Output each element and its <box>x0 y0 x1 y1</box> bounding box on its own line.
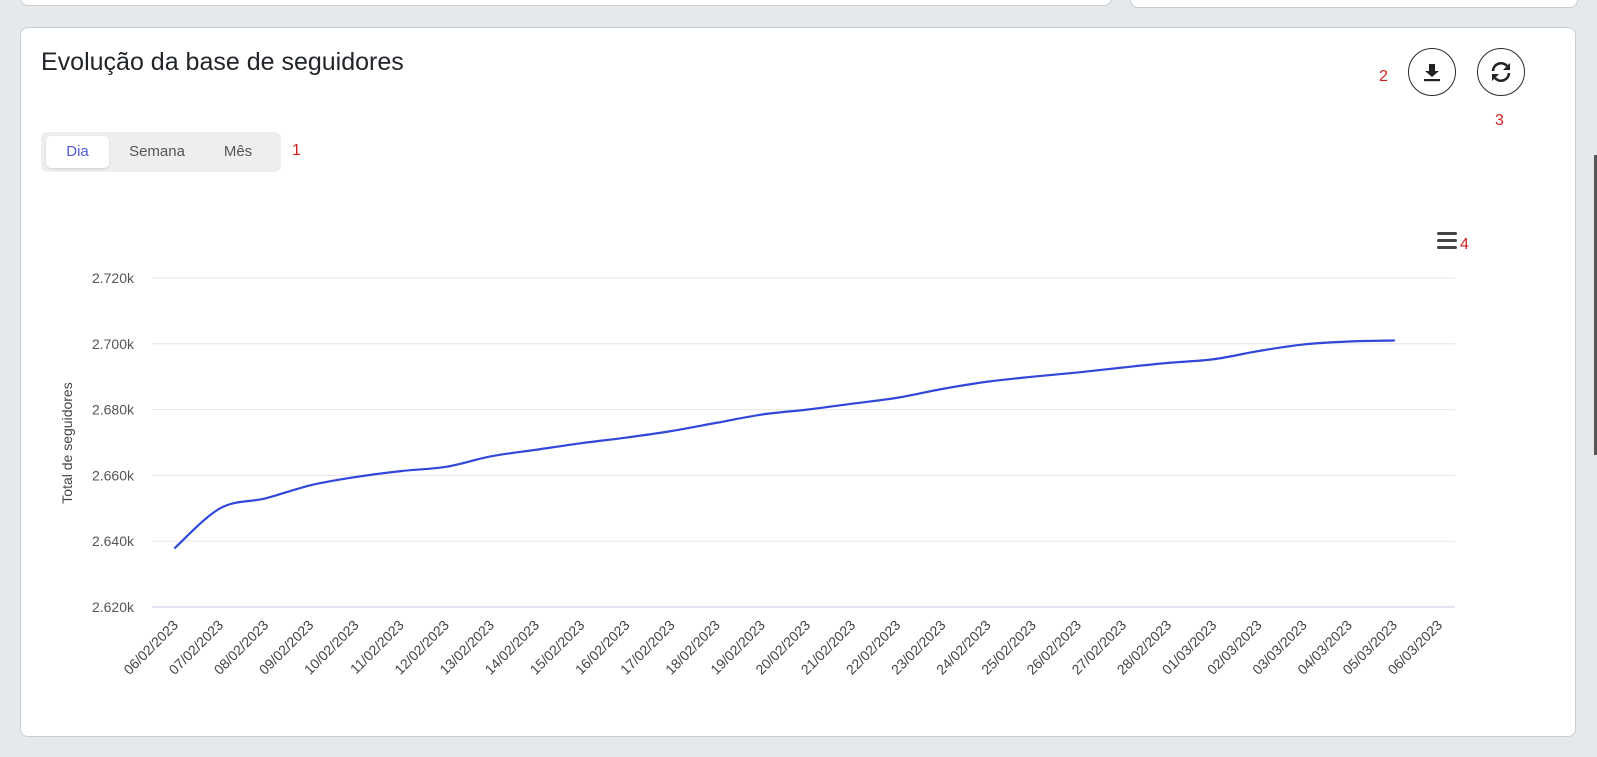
tab-mes[interactable]: Mês <box>223 143 253 160</box>
scrollbar[interactable] <box>1594 155 1597 455</box>
series-line <box>173 339 1396 549</box>
y-tick-label: 2.680k <box>92 402 135 418</box>
hamburger-menu-icon[interactable] <box>1437 232 1457 250</box>
y-tick-label: 2.720k <box>92 270 135 286</box>
y-tick-label: 2.660k <box>92 467 135 483</box>
download-icon <box>1424 64 1440 82</box>
card-title: Evolução da base de seguidores <box>41 48 404 76</box>
annotation-4: 4 <box>1460 236 1469 253</box>
followers-evolution-card: Evolução da base de seguidores Dia Seman… <box>20 27 1576 737</box>
download-button[interactable] <box>1408 48 1456 96</box>
annotation-3: 3 <box>1495 112 1504 129</box>
tab-dia[interactable]: Dia <box>46 136 109 168</box>
y-tick-label: 2.700k <box>92 336 135 352</box>
period-segmented-control: Dia Semana Mês <box>41 132 281 172</box>
tab-semana[interactable]: Semana <box>129 143 185 160</box>
refresh-button[interactable] <box>1477 48 1525 96</box>
refresh-icon <box>1491 62 1511 82</box>
y-axis-label: Total de seguidores <box>59 382 75 503</box>
annotation-2: 2 <box>1379 68 1388 85</box>
y-tick-label: 2.640k <box>92 533 135 549</box>
annotation-1: 1 <box>292 142 301 159</box>
y-tick-label: 2.620k <box>92 599 135 615</box>
